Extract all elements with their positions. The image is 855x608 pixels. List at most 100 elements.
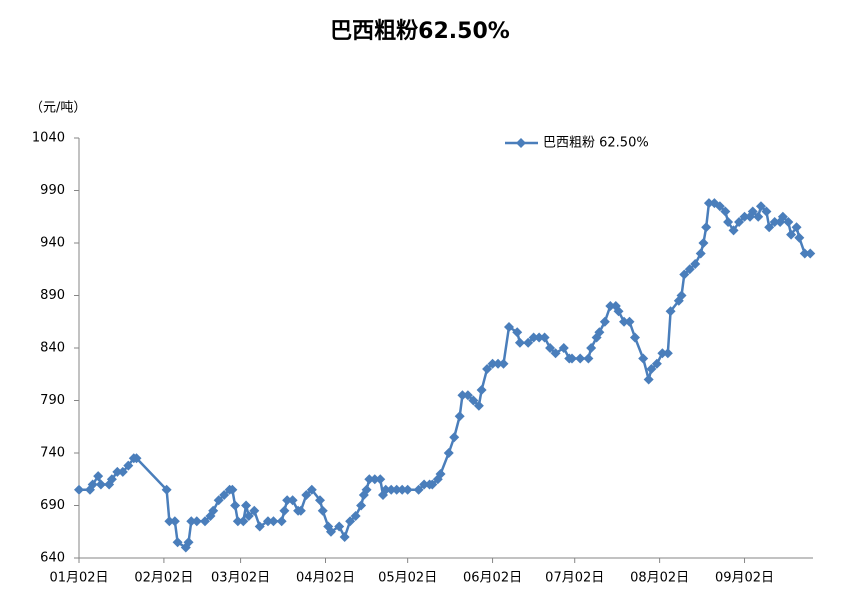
point <box>279 505 290 516</box>
point <box>413 484 424 495</box>
x-tick-label: 08月02日 <box>630 571 689 586</box>
point <box>243 511 254 521</box>
point <box>539 332 550 343</box>
point <box>791 222 802 233</box>
point <box>566 353 577 364</box>
point <box>657 348 668 359</box>
point <box>528 332 539 343</box>
point <box>728 225 739 236</box>
point <box>106 474 117 485</box>
y-tick-label: 790 <box>40 393 65 408</box>
point <box>317 505 328 516</box>
point <box>613 306 624 317</box>
point <box>95 479 106 490</box>
point <box>238 516 249 527</box>
point <box>369 474 380 485</box>
point <box>684 264 695 275</box>
point <box>131 453 142 464</box>
point <box>427 479 438 490</box>
point <box>183 537 194 548</box>
point <box>186 516 197 527</box>
point <box>714 201 725 212</box>
point <box>503 322 514 332</box>
y-tick-label: 1040 <box>32 131 65 146</box>
point <box>599 316 610 327</box>
point <box>301 490 312 500</box>
point <box>117 466 128 477</box>
point <box>786 229 797 240</box>
point <box>268 516 279 527</box>
point <box>747 206 758 217</box>
point <box>629 332 640 343</box>
point <box>723 217 734 227</box>
point <box>638 353 649 364</box>
point <box>651 358 662 369</box>
point <box>208 505 219 516</box>
point <box>783 217 794 227</box>
point <box>276 516 287 527</box>
point <box>462 390 473 401</box>
point <box>282 495 293 506</box>
point <box>753 211 764 222</box>
point <box>112 466 123 477</box>
point <box>698 238 709 248</box>
point <box>662 348 673 359</box>
point <box>764 222 775 233</box>
point <box>679 269 690 280</box>
point <box>164 516 175 527</box>
point <box>512 327 523 338</box>
point <box>419 479 430 490</box>
y-tick-label: 940 <box>40 236 65 251</box>
point <box>794 232 805 243</box>
point <box>755 201 766 212</box>
point <box>386 484 397 495</box>
point <box>534 332 545 343</box>
point <box>449 432 460 443</box>
point <box>93 471 104 482</box>
point <box>397 484 408 495</box>
point <box>334 521 345 532</box>
point <box>676 290 687 301</box>
chart-title: 巴西粗粉62.50% <box>330 19 510 44</box>
point <box>123 460 134 471</box>
x-tick-label: 09月02日 <box>715 571 774 586</box>
point <box>364 474 375 485</box>
point <box>550 348 561 359</box>
point <box>191 516 202 527</box>
point <box>361 484 372 495</box>
point <box>695 248 706 259</box>
point <box>249 505 260 516</box>
point <box>545 343 556 353</box>
point <box>805 248 816 259</box>
point <box>435 469 446 479</box>
point <box>605 301 616 311</box>
x-tick-label: 03月02日 <box>211 571 270 586</box>
point <box>558 343 569 353</box>
point <box>172 537 183 548</box>
legend-marker <box>516 138 526 148</box>
point <box>761 206 772 217</box>
point <box>241 500 252 511</box>
point <box>473 400 484 411</box>
y-tick-label: 840 <box>40 341 65 356</box>
point <box>375 474 386 485</box>
point <box>254 521 265 532</box>
point <box>219 490 230 500</box>
point <box>624 316 635 327</box>
y-tick-label: 740 <box>40 446 65 461</box>
point <box>619 316 630 327</box>
x-tick-label: 06月02日 <box>463 571 522 586</box>
point <box>575 353 586 364</box>
x-tick-label: 02月02日 <box>134 571 193 586</box>
point <box>391 484 402 495</box>
x-tick-label: 07月02日 <box>545 571 604 586</box>
point <box>454 411 465 422</box>
y-tick-label: 990 <box>40 183 65 198</box>
x-tick-label: 05月02日 <box>378 571 437 586</box>
point <box>739 211 750 222</box>
point <box>227 484 238 495</box>
point <box>777 211 788 222</box>
point <box>643 374 654 385</box>
point <box>169 516 180 527</box>
